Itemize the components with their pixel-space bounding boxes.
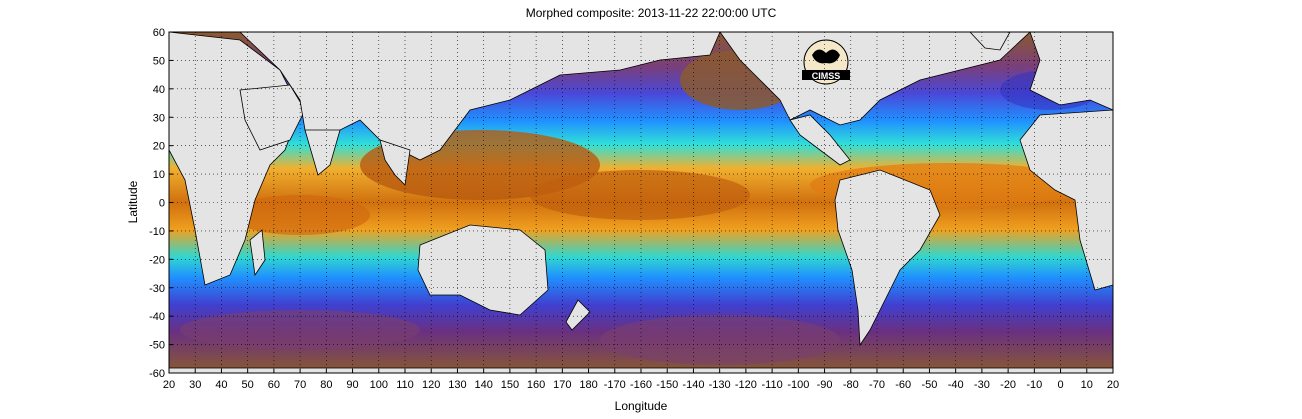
x-tick-label: -150 xyxy=(656,379,678,391)
central-america-land xyxy=(789,114,851,166)
x-tick-label: 50 xyxy=(242,379,254,391)
logo-text: CIMSS xyxy=(812,71,841,81)
x-tick-label: -60 xyxy=(895,379,911,391)
cimss-logo: CIMSS xyxy=(802,39,850,85)
y-tick-label: -50 xyxy=(149,340,165,352)
y-tick-label: 60 xyxy=(153,27,165,39)
y-tick-label: 30 xyxy=(153,112,165,124)
x-tick-label: -130 xyxy=(709,379,731,391)
y-tick-label: -40 xyxy=(149,311,165,323)
x-tick-label: -20 xyxy=(1000,379,1016,391)
x-tick-label: 30 xyxy=(189,379,201,391)
x-tick-label: 130 xyxy=(448,379,466,391)
australia-land xyxy=(417,224,549,316)
x-tick-label: -100 xyxy=(787,379,809,391)
x-tick-label: -40 xyxy=(948,379,964,391)
x-tick-label: 60 xyxy=(268,379,280,391)
x-tick-label: -90 xyxy=(817,379,833,391)
x-tick-label: 170 xyxy=(553,379,571,391)
x-tick-label: 100 xyxy=(370,379,388,391)
x-tick-label: 160 xyxy=(527,379,545,391)
x-tick-label: 10 xyxy=(1081,379,1093,391)
map-title: Morphed composite: 2013-11-22 22:00:00 U… xyxy=(525,6,777,20)
y-axis-label: Latitude xyxy=(126,180,140,223)
x-tick-label: -30 xyxy=(974,379,990,391)
x-tick-label: -160 xyxy=(630,379,652,391)
x-tick-label: 20 xyxy=(163,379,175,391)
x-tick-label: -140 xyxy=(682,379,704,391)
y-tick-label: 10 xyxy=(153,169,165,181)
y-tick-label: -60 xyxy=(149,368,165,380)
y-tick-label: -10 xyxy=(149,226,165,238)
gridlines xyxy=(169,32,1113,373)
y-axis-ticks: 60 50 40 30 20 10 0 -10 -20 -30 -40 -50 -60 xyxy=(149,27,173,380)
x-tick-label: 150 xyxy=(501,379,519,391)
x-tick-label: 80 xyxy=(320,379,332,391)
x-tick-label: 70 xyxy=(294,379,306,391)
x-tick-label: 110 xyxy=(396,379,414,391)
x-tick-label: -110 xyxy=(762,379,783,391)
south-america-land xyxy=(834,169,941,347)
x-tick-label: -70 xyxy=(869,379,885,391)
x-axis-label: Longitude xyxy=(615,399,668,413)
madagascar-land xyxy=(249,229,266,277)
y-tick-label: 50 xyxy=(153,55,165,67)
x-tick-label: -170 xyxy=(604,379,626,391)
new-zealand-land xyxy=(565,299,591,331)
x-tick-label: 90 xyxy=(346,379,358,391)
y-tick-label: 40 xyxy=(153,84,165,96)
north-america-land xyxy=(719,31,1032,126)
y-tick-label: 20 xyxy=(153,141,165,153)
x-tick-label: 120 xyxy=(422,379,440,391)
x-tick-label: -10 xyxy=(1026,379,1042,391)
x-tick-label: 20 xyxy=(1107,379,1119,391)
y-tick-label: 0 xyxy=(159,198,165,210)
x-tick-label: -80 xyxy=(843,379,859,391)
india-land xyxy=(304,129,341,176)
y-tick-label: -20 xyxy=(149,254,165,266)
x-tick-label: 180 xyxy=(579,379,597,391)
x-tick-label: -120 xyxy=(735,379,757,391)
x-tick-label: 140 xyxy=(474,379,492,391)
x-axis-ticks: 20 30 40 50 60 70 80 90 100 110 120 130 140 150 160 170… xyxy=(163,369,1119,391)
x-tick-label: -50 xyxy=(921,379,937,391)
x-tick-label: 0 xyxy=(1057,379,1063,391)
y-tick-label: -30 xyxy=(149,283,165,295)
x-tick-label: 40 xyxy=(215,379,227,391)
